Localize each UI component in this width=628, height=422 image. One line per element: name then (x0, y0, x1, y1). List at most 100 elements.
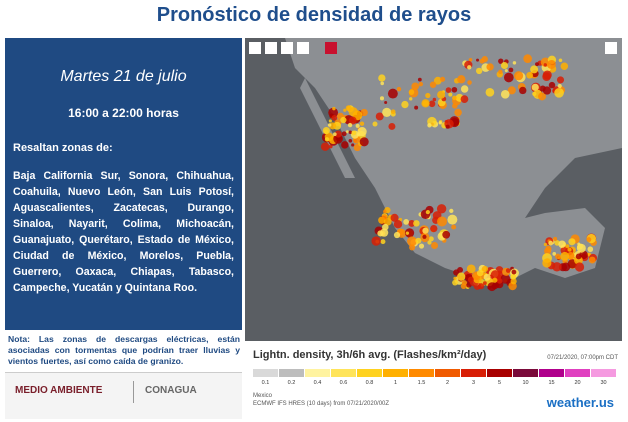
lightning-spot (476, 269, 484, 277)
lightning-spot (452, 279, 458, 286)
lightning-spot (556, 76, 565, 84)
tool[interactable] (281, 42, 293, 54)
swatch (331, 369, 356, 377)
lightning-spot (447, 214, 458, 225)
lightning-areas (320, 54, 598, 292)
lightning-spot (503, 72, 514, 83)
legend: Lightn. density, 3h/6h avg. (Flashes/km²… (245, 343, 622, 420)
title: Pronóstico de densidad de rayos (156, 4, 472, 26)
legend-title: Lightn. density, 3h/6h avg. (Flashes/km²… (253, 349, 487, 361)
tool[interactable] (265, 42, 277, 54)
lightning-spot (546, 60, 556, 69)
lightning-spot (452, 103, 458, 109)
lightning-spot (351, 130, 357, 136)
lightning-spot (486, 63, 494, 71)
forecast-panel: Martes 21 de julio 16:00 a 22:00 horas R… (5, 38, 242, 330)
lightning-spot (442, 230, 451, 239)
swatch-label: 15 (548, 380, 555, 386)
lightning-spot (320, 142, 330, 151)
swatch (513, 369, 538, 377)
lightning-spot (428, 236, 434, 242)
swatch-label: 0.6 (339, 380, 348, 386)
lightning-spot (357, 126, 367, 137)
lightning-spot (334, 130, 342, 138)
lightning-spot (387, 88, 398, 99)
swatch-label: 3 (471, 380, 476, 386)
lightning-spot (427, 123, 432, 128)
lightning-spot (351, 143, 355, 147)
lightning-spot (485, 87, 495, 97)
lightning-spot (445, 87, 452, 93)
lightning-spot (505, 268, 511, 273)
lightning-spot (530, 65, 539, 74)
lightning-spot (377, 230, 384, 237)
lightning-spot (384, 100, 388, 104)
lightning-spot (508, 67, 514, 73)
swatch (565, 369, 590, 377)
lightning-spot (481, 265, 489, 273)
lightning-spot (554, 87, 564, 98)
lightning-spot (526, 71, 534, 79)
lightning-spot (588, 256, 596, 264)
lightning-spot (425, 209, 430, 215)
lightning-spot (327, 123, 332, 127)
model: ECMWF IFS HRES (10 days) from 07/21/2020… (253, 401, 390, 407)
swatch (461, 369, 486, 377)
logo-conagua: CONAGUA (145, 385, 197, 396)
lightning-spot (535, 62, 539, 67)
lightning-spot (507, 86, 516, 95)
lightning-spot (382, 223, 389, 231)
lightning-spot (381, 214, 388, 220)
lightning-spot (347, 122, 353, 128)
lightning-spot (576, 243, 586, 253)
tool[interactable] (325, 42, 337, 54)
lightning-spot (498, 58, 504, 64)
lightning-spot (433, 76, 442, 85)
lightning-spot (543, 242, 548, 247)
tool[interactable] (249, 42, 261, 54)
lightning-spot (567, 247, 572, 252)
lightning-spot (481, 56, 488, 63)
lightning-spot (341, 141, 349, 149)
lightning-spot (408, 89, 415, 95)
toolbar (249, 42, 617, 54)
lightning-spot (359, 137, 369, 147)
lightning-spot (560, 62, 569, 70)
lightning-spot (432, 97, 437, 102)
lightning-spot (348, 130, 353, 135)
swatch (357, 369, 382, 377)
lightning-spot (460, 85, 469, 93)
lightning-spot (476, 58, 480, 62)
lightning-spot (409, 97, 413, 101)
lightning-spot (372, 121, 378, 127)
lightning-spot (431, 242, 439, 250)
logo-medio-ambiente: MEDIO AMBIENTE (15, 385, 103, 396)
lightning-spot (456, 272, 466, 281)
lightning-spot (378, 74, 386, 82)
lightning-spot (511, 269, 517, 275)
lightning-spot (558, 58, 563, 63)
lightning-spot (543, 63, 548, 67)
swatch-label: 0.2 (287, 380, 296, 386)
lightning-spot (404, 228, 415, 238)
land (285, 38, 622, 283)
tool[interactable] (297, 42, 309, 54)
lightning-spot (560, 251, 570, 261)
lightning-spot (333, 132, 337, 137)
lightning-spot (324, 137, 330, 142)
lightning-spot (467, 80, 472, 85)
brand: weather.us (546, 395, 614, 410)
lightning-spot (467, 276, 474, 283)
lightning-spot (587, 246, 594, 253)
lightning-spot (393, 220, 403, 229)
note: Nota: Las zonas de descargas eléctricas,… (8, 334, 240, 366)
swatch (409, 369, 434, 377)
swatch (305, 369, 330, 377)
share[interactable] (605, 42, 617, 54)
lightning-spot (448, 92, 453, 97)
lightning-spot (538, 92, 547, 101)
lightning-spot (417, 77, 422, 82)
lightning-spot (414, 105, 419, 110)
lightning-spot (574, 262, 585, 272)
lightning-spot (475, 67, 483, 75)
